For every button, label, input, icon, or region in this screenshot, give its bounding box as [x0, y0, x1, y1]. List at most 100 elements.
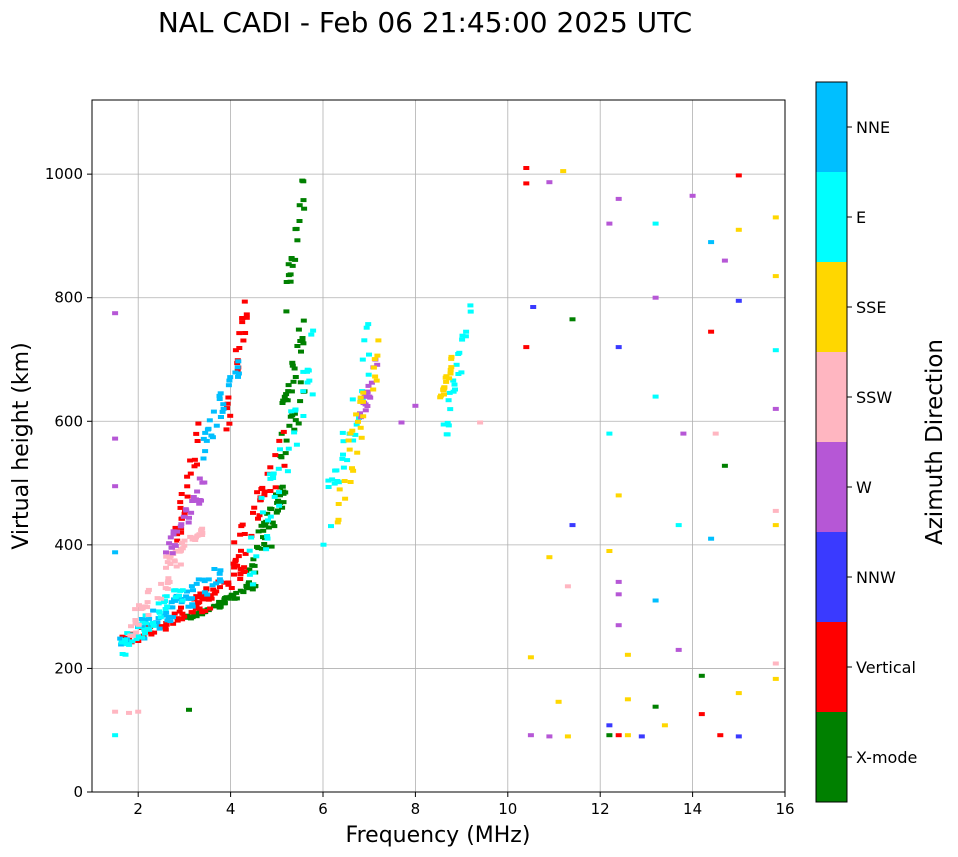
colorbar-tick-label: NNE — [856, 118, 890, 137]
data-point — [606, 221, 613, 226]
data-point — [193, 614, 200, 619]
data-point — [261, 520, 268, 525]
x-tick-label: 4 — [226, 800, 236, 818]
data-point — [329, 477, 336, 482]
data-point — [221, 601, 228, 606]
data-point — [339, 456, 346, 461]
data-point — [158, 581, 165, 586]
data-point — [300, 318, 307, 323]
data-point — [221, 580, 228, 585]
data-point — [287, 279, 294, 284]
data-point — [236, 346, 243, 350]
data-point — [132, 618, 139, 622]
data-point — [283, 309, 290, 314]
data-point — [235, 374, 241, 379]
data-point — [216, 397, 223, 401]
data-point — [440, 422, 447, 427]
data-point — [325, 478, 332, 483]
data-point — [170, 529, 177, 534]
data-point — [227, 413, 234, 418]
data-point — [300, 414, 307, 418]
data-point — [188, 510, 195, 515]
data-point — [261, 489, 268, 494]
data-point — [200, 436, 207, 441]
colorbar-tick-label: NNW — [856, 568, 896, 587]
data-point — [132, 607, 139, 612]
data-point — [371, 357, 378, 362]
data-point — [546, 734, 553, 739]
data-point — [217, 585, 223, 590]
data-point — [289, 413, 296, 418]
data-point — [362, 408, 369, 413]
data-point — [145, 613, 152, 617]
data-point — [177, 547, 184, 551]
data-point — [346, 447, 353, 452]
data-point — [447, 407, 454, 412]
data-point — [294, 344, 301, 348]
data-point — [263, 544, 270, 549]
data-point — [456, 350, 463, 355]
data-point — [331, 481, 338, 486]
data-point — [190, 588, 196, 593]
data-point — [300, 369, 307, 374]
data-point — [182, 507, 189, 512]
data-point — [242, 551, 249, 556]
data-point — [345, 438, 352, 443]
data-point — [290, 379, 297, 384]
data-point — [143, 621, 150, 626]
data-point — [193, 594, 200, 599]
data-point — [172, 525, 179, 530]
data-point — [199, 610, 205, 615]
data-point — [161, 613, 168, 618]
data-point — [258, 523, 265, 528]
data-point — [289, 263, 296, 268]
data-point — [615, 345, 622, 350]
data-point — [708, 329, 715, 334]
data-point — [201, 579, 208, 584]
data-point — [285, 389, 292, 394]
data-point — [615, 493, 622, 498]
data-point — [448, 365, 455, 370]
data-point — [201, 590, 208, 595]
data-point — [164, 604, 171, 609]
data-point — [177, 505, 184, 510]
data-point — [340, 439, 347, 444]
y-tick-label: 400 — [54, 536, 83, 554]
data-point — [447, 371, 454, 376]
data-point — [335, 480, 342, 485]
data-point — [172, 543, 179, 548]
data-point — [370, 387, 377, 392]
data-point — [270, 471, 277, 476]
data-point — [266, 472, 273, 477]
data-point — [366, 352, 372, 357]
data-point — [202, 430, 209, 435]
data-point — [237, 577, 244, 581]
data-point — [280, 398, 287, 403]
data-point — [193, 603, 200, 608]
data-point — [200, 456, 207, 461]
data-point — [196, 606, 203, 611]
data-point — [209, 435, 216, 440]
data-point — [772, 348, 779, 353]
data-point — [239, 320, 246, 325]
data-point — [179, 617, 186, 622]
data-point — [166, 580, 173, 584]
data-point — [569, 317, 576, 322]
data-point — [276, 438, 283, 443]
data-point — [368, 380, 375, 385]
data-point — [191, 464, 198, 469]
data-point — [223, 427, 230, 432]
data-point — [467, 309, 474, 314]
data-point — [365, 383, 372, 388]
data-point — [178, 605, 184, 610]
data-point — [349, 428, 356, 433]
data-point — [139, 635, 146, 640]
data-point — [275, 508, 281, 513]
data-point — [447, 367, 454, 372]
data-point — [150, 623, 157, 628]
data-point — [569, 523, 576, 528]
data-point — [178, 492, 185, 496]
data-point — [451, 382, 458, 387]
data-point — [179, 598, 186, 603]
